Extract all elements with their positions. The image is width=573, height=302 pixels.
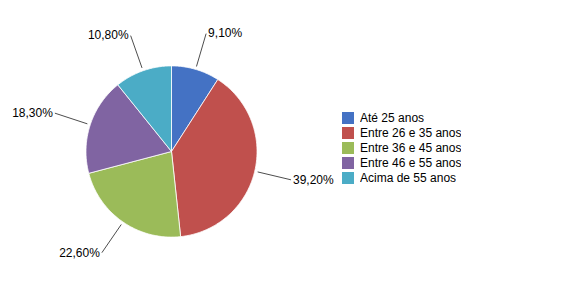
svg-text:22,60%: 22,60% [59, 246, 100, 260]
html-text:Até 25 anos: Até 25 anos [360, 110, 425, 125]
html-text:Entre 46 e 55 anos: Entre 46 e 55 anos [360, 155, 462, 170]
svg-text:39,20%: 39,20% [293, 173, 334, 187]
svg-text:18,30%: 18,30% [12, 106, 53, 120]
html-text:Entre 36 e 45 anos: Entre 36 e 45 anos [360, 140, 462, 155]
svg-text:10,80%: 10,80% [88, 28, 129, 42]
html-text:Acima de 55 anos: Acima de 55 anos [360, 170, 457, 185]
svg-text:9,10%: 9,10% [208, 26, 242, 40]
html-text:Entre 26 e 35 anos: Entre 26 e 35 anos [360, 125, 462, 140]
